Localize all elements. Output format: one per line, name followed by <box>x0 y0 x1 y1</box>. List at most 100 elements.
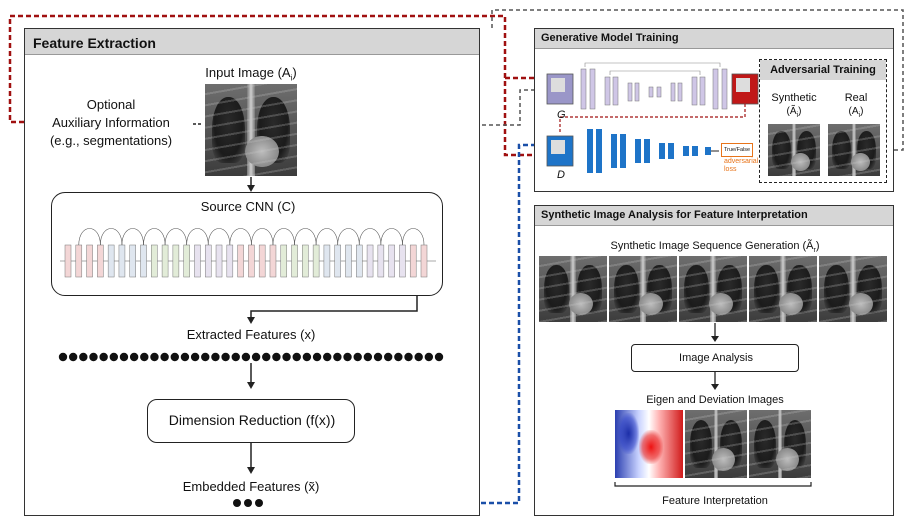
cnn-layer-block <box>420 244 428 278</box>
feature-extraction-header: Feature Extraction <box>25 29 479 55</box>
adversarial-loss-label: adversarial loss <box>724 158 759 173</box>
adversarial-training-header: Adversarial Training <box>760 60 886 80</box>
feature-dot <box>231 352 240 362</box>
cnn-skip-connection <box>100 228 123 246</box>
feature-dot <box>363 352 373 362</box>
aux-info-line3: (e.g., segmentations) <box>49 133 173 148</box>
feature-dot <box>221 352 230 362</box>
synthetic-xray-image <box>768 124 820 176</box>
feature-dot <box>241 352 251 362</box>
cnn-layer-block <box>388 244 395 278</box>
cnn-layer-block <box>151 244 158 278</box>
cnn-skip-connection <box>251 228 274 246</box>
cnn-skip-connection <box>229 228 252 246</box>
feature-dot <box>119 352 129 362</box>
real-label: Real <box>844 92 868 104</box>
deviation-xray-2 <box>749 410 811 478</box>
feature-dot <box>434 352 444 362</box>
cnn-skip-connection <box>337 228 360 246</box>
generative-model-panel: Generative Model Training <box>534 28 894 192</box>
cnn-layer-block <box>172 244 180 278</box>
real-xray-image <box>828 124 880 176</box>
feature-dot <box>262 352 271 362</box>
feature-dot <box>414 352 423 362</box>
synthetic-symbol: (Ãi) <box>786 106 802 119</box>
feature-dot <box>190 352 200 362</box>
eigen-heatmap-image <box>615 410 683 478</box>
generator-label: G <box>557 109 566 121</box>
dimension-reduction-label: Dimension Reduction (f(x)) <box>168 412 336 428</box>
deviation-xray-1 <box>685 410 747 478</box>
feature-dot <box>292 352 301 362</box>
synthetic-analysis-arrows <box>614 323 812 487</box>
cnn-skip-connection <box>78 228 101 246</box>
sequence-generation-label: Synthetic Image Sequence Generation (Ãr) <box>610 240 820 255</box>
cnn-layer-block <box>194 244 201 278</box>
synthetic-analysis-title: Synthetic Image Analysis for Feature Int… <box>541 209 808 221</box>
embedded-features-label: Embedded Features (x̃) <box>182 479 320 494</box>
sequence-xray-4 <box>749 256 817 322</box>
cnn-layer-block <box>323 244 331 278</box>
input-xray-image <box>205 84 297 176</box>
cnn-skip-connection <box>207 228 231 246</box>
feature-dot <box>140 352 149 362</box>
cnn-skip-connection <box>358 228 382 246</box>
blue-dashed-connector <box>265 143 543 505</box>
synthetic-analysis-panel: Synthetic Image Analysis for Feature Int… <box>534 205 894 516</box>
embedded-dot <box>233 499 241 507</box>
feature-dot <box>424 352 434 362</box>
feature-dot <box>79 352 88 362</box>
cnn-layer-block <box>64 244 72 278</box>
synthetic-analysis-header: Synthetic Image Analysis for Feature Int… <box>535 206 893 226</box>
feature-interpretation-bracket <box>614 482 812 487</box>
feature-dot <box>373 352 383 362</box>
feature-dot <box>129 352 139 362</box>
feature-dot <box>272 352 281 362</box>
input-image-label: Input Image (Ai) <box>205 65 297 83</box>
image-analysis-label: Image Analysis <box>679 352 753 364</box>
cnn-skip-connection <box>164 228 187 246</box>
feature-dot <box>180 352 190 362</box>
generator-unet <box>580 62 728 110</box>
feature-dot <box>323 352 332 362</box>
gan-architecture-diagram <box>546 62 759 173</box>
feature-dot <box>99 352 108 362</box>
feature-dot <box>160 352 169 362</box>
generative-model-header: Generative Model Training <box>535 29 893 49</box>
cnn-layer-block <box>409 244 417 278</box>
feature-dot <box>282 352 291 362</box>
feature-dot <box>89 352 98 362</box>
feature-dot <box>302 352 312 362</box>
feature-dot <box>343 352 352 362</box>
cnn-layer-block <box>237 244 244 278</box>
feature-dot <box>170 352 179 362</box>
cnn-layer-block <box>129 244 136 278</box>
extracted-feature-dots <box>58 352 444 362</box>
sequence-xray-3 <box>679 256 747 322</box>
feature-dot <box>383 352 393 362</box>
feature-dot <box>353 352 362 362</box>
gray-dashed-connector-2 <box>491 9 904 151</box>
eigen-deviation-label: Eigen and Deviation Images <box>646 394 784 406</box>
cnn-layer-block <box>215 244 223 278</box>
discriminator-blocks <box>587 129 711 173</box>
feature-extraction-title: Feature Extraction <box>33 35 156 51</box>
cnn-skip-connection <box>380 228 403 246</box>
cnn-architecture-diagram <box>60 228 436 278</box>
adversarial-training-box: Adversarial Training Synthetic (Ãi) Real… <box>759 59 887 183</box>
cnn-skip-connection <box>315 228 338 246</box>
embedded-dot <box>255 499 263 507</box>
feature-dot <box>150 352 159 362</box>
sequence-xray-1 <box>539 256 607 322</box>
cnn-layer-block <box>258 244 266 278</box>
feature-dot <box>404 352 413 362</box>
feature-interpretation-label: Feature Interpretation <box>662 495 768 507</box>
embedded-dot <box>244 499 252 507</box>
feature-dot <box>251 352 261 362</box>
aux-info-line2: Auxiliary Information <box>52 115 170 130</box>
cnn-skip-connection <box>272 228 295 246</box>
feature-extraction-panel: Feature Extraction Input Image (Ai) Opti… <box>24 28 480 516</box>
cnn-skip-connection <box>143 228 166 246</box>
feature-dot <box>333 352 342 362</box>
